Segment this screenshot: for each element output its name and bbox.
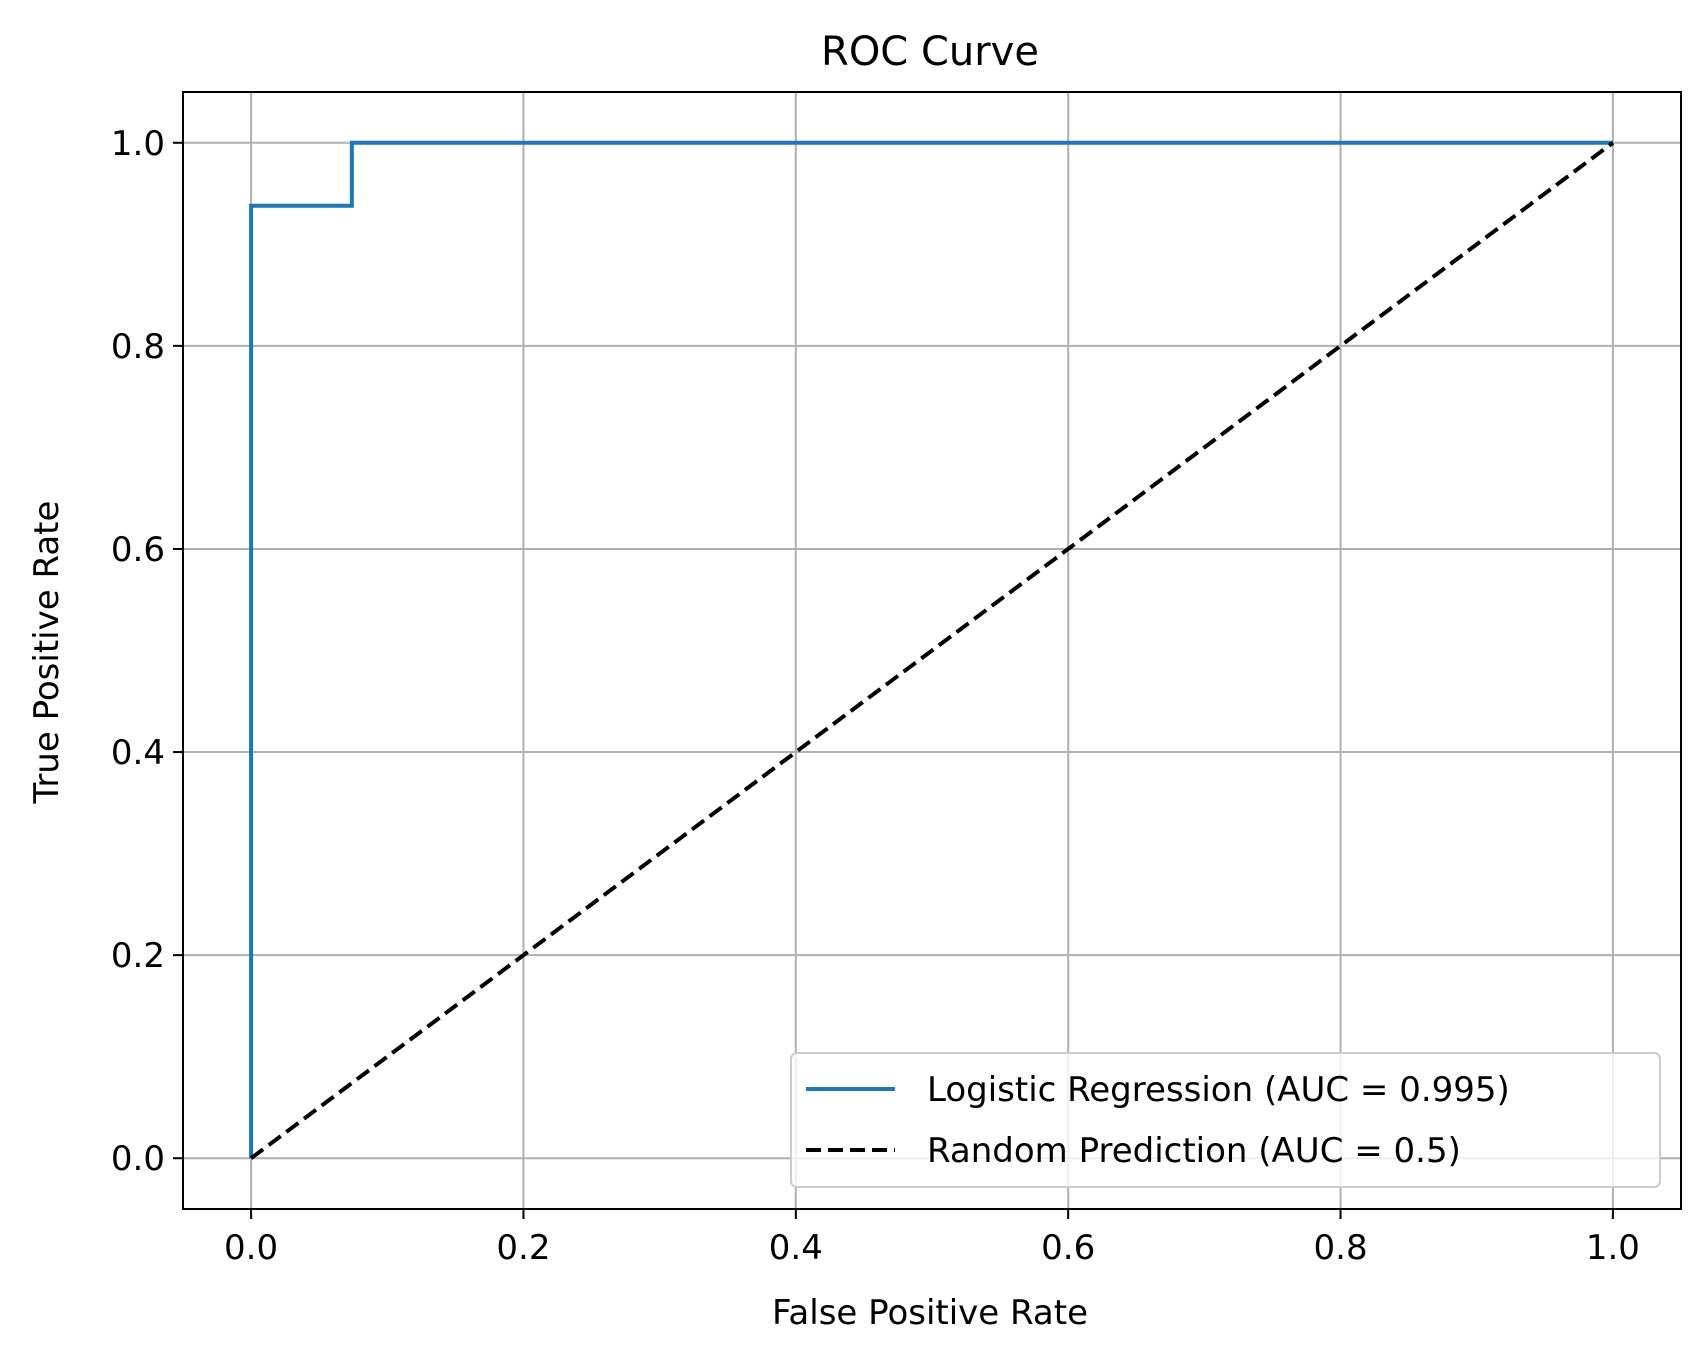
x-tick-label: 1.0 (1586, 1228, 1640, 1268)
legend: Logistic Regression (AUC = 0.995) Random… (790, 1052, 1661, 1188)
chart-title: ROC Curve (821, 29, 1039, 75)
x-axis-label: False Positive Rate (772, 1293, 1088, 1333)
series-lines (249, 140, 1615, 1160)
y-tick-label: 0.8 (111, 327, 165, 367)
x-tick-label: 0.4 (769, 1228, 823, 1268)
y-tick-label: 0.2 (111, 936, 165, 976)
x-tick-label: 0.8 (1314, 1228, 1368, 1268)
series-line-logistic-regression (249, 140, 1613, 1159)
legend-label-logistic-regression: Logistic Regression (AUC = 0.995) (927, 1070, 1510, 1110)
x-tick-label: 0.2 (496, 1228, 550, 1268)
grid-lines (183, 92, 1681, 1209)
axis-ticks: 0.0 0.2 0.4 0.6 0.8 1.0 0.0 0.2 0.4 0.6 0.8 1.0 (111, 124, 1640, 1268)
legend-box (790, 1052, 1661, 1188)
x-tick-label: 0.0 (224, 1228, 278, 1268)
y-axis-label: True Positive Rate (27, 501, 67, 805)
y-tick-label: 1.0 (111, 124, 165, 164)
series-line-random-prediction (249, 141, 1615, 1160)
y-tick-label: 0.4 (111, 733, 165, 773)
plot-area-frame (182, 91, 1682, 1210)
x-tick-label: 0.6 (1041, 1228, 1095, 1268)
y-tick-label: 0.6 (111, 530, 165, 570)
y-tick-label: 0.0 (111, 1139, 165, 1179)
legend-label-random-prediction: Random Prediction (AUC = 0.5) (927, 1131, 1461, 1171)
